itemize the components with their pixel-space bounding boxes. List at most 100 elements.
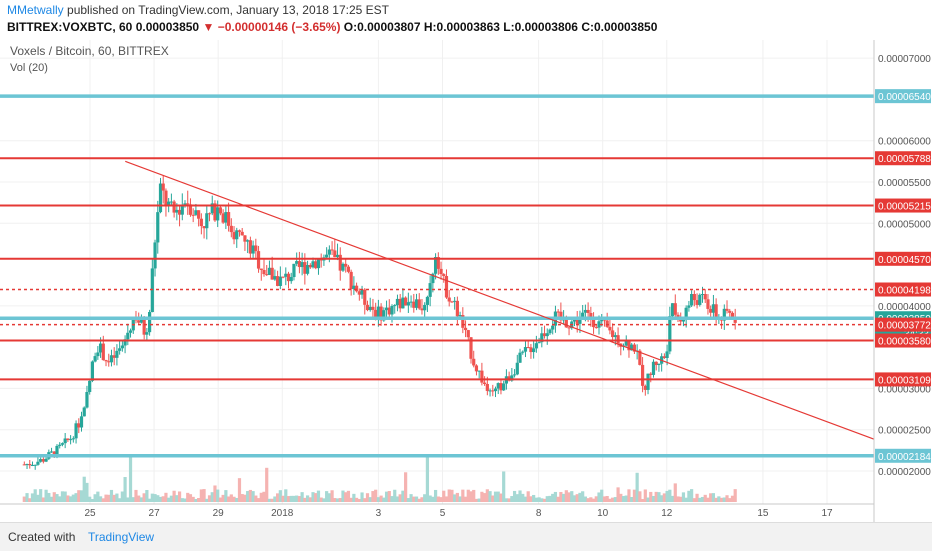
- volume-bar-183: [521, 493, 525, 502]
- volume-bar-78: [235, 497, 239, 502]
- candle-body-43: [139, 319, 144, 323]
- volume-bar-191: [542, 498, 547, 502]
- candle-body-149: [428, 283, 432, 297]
- candle-body-222: [627, 341, 631, 351]
- volume-bar-228: [643, 489, 647, 502]
- candle-body-182: [518, 352, 522, 363]
- volume-bar-88: [262, 491, 266, 502]
- x-tick-label-9: 15: [757, 508, 769, 519]
- candle-body-172: [491, 390, 495, 392]
- candle-body-67: [205, 213, 209, 229]
- volume-bar-85: [254, 495, 258, 502]
- trend-line[interactable]: [125, 160, 876, 441]
- candle-body-140: [404, 297, 408, 306]
- volume-bar-161: [461, 489, 465, 502]
- candle-body-156: [447, 297, 451, 302]
- candle-body-259: [728, 310, 732, 313]
- candle-body-56: [175, 209, 179, 213]
- volume-bar-15: [63, 491, 67, 502]
- volume-bar-150: [431, 496, 435, 502]
- volume-bar-120: [349, 497, 353, 502]
- candle-body-167: [477, 370, 481, 372]
- candle-body-28: [98, 343, 103, 353]
- volume-bar-174: [496, 491, 500, 502]
- volume-bar-12: [55, 494, 59, 502]
- candle-body-105: [308, 265, 312, 268]
- y-tick-label-7: 0.00002000: [878, 467, 931, 478]
- candle-body-49: [156, 212, 160, 243]
- volume-bar-181: [515, 494, 519, 502]
- candle-body-169: [483, 382, 487, 384]
- volume-bar-135: [390, 496, 394, 502]
- candle-body-117: [341, 263, 345, 271]
- volume-bar-248: [698, 497, 702, 502]
- volume-indicator-label: Vol (20): [10, 62, 48, 74]
- chart-header: MMetwally published on TradingView.com, …: [0, 0, 932, 40]
- candle-body-231: [651, 361, 656, 375]
- candle-body-205: [581, 312, 585, 319]
- candle-body-63: [194, 210, 198, 215]
- candle-body-159: [455, 300, 459, 317]
- volume-bar-157: [450, 489, 454, 502]
- candle-body-59: [183, 203, 187, 205]
- candle-body-162: [463, 327, 468, 331]
- candle-body-37: [123, 339, 127, 346]
- level-label-6: 0.00003772: [878, 321, 931, 332]
- chart-title: Voxels / Bitcoin, 60, BITTREX: [10, 44, 169, 58]
- candle-body-90: [267, 267, 272, 275]
- volume-bar-232: [654, 491, 658, 502]
- candle-body-46: [148, 312, 152, 333]
- level-label-bg-8: [875, 372, 931, 387]
- y-tick-label-2: 0.00005500: [878, 178, 931, 189]
- tradingview-brand[interactable]: TradingView: [88, 530, 155, 544]
- volume-bar-122: [355, 497, 359, 502]
- candle-body-42: [137, 320, 141, 323]
- volume-bar-2: [28, 498, 32, 502]
- symbol-name[interactable]: BITTREX:VOXBTC, 60: [7, 20, 133, 34]
- last-price: 0.00003850: [135, 20, 200, 34]
- level-label-bg-9: [875, 448, 931, 463]
- price-axis[interactable]: 0.00007000 0.00006000 0.00005500 0.00005000…: [878, 54, 931, 478]
- author-link[interactable]: MMetwally: [7, 3, 64, 17]
- volume-bar-238: [670, 495, 675, 502]
- candle-body-89: [265, 274, 269, 276]
- volume-bar-166: [474, 498, 479, 502]
- level-label-3: 0.00004570: [878, 255, 931, 266]
- volume-bar-4: [33, 489, 37, 502]
- candle-body-87: [259, 268, 263, 270]
- candle-body-106: [311, 261, 315, 268]
- volume-bar-225: [635, 472, 639, 502]
- volume-bar-229: [646, 497, 650, 502]
- price-chart[interactable]: 0.00007000 0.00006000 0.00005500 0.00005000…: [0, 40, 932, 522]
- candle-body-171: [488, 390, 492, 392]
- volume-bar-147: [423, 494, 427, 502]
- candle-body-11: [52, 451, 56, 456]
- volume-bar-117: [341, 490, 345, 502]
- volume-bar-243: [684, 497, 688, 502]
- candle-body-227: [640, 364, 645, 386]
- level-label-bg-2: [875, 198, 931, 213]
- candle-body-14: [60, 443, 65, 445]
- volume-bar-6: [39, 489, 43, 502]
- candle-body-122: [355, 285, 359, 292]
- volume-bar-167: [477, 498, 481, 502]
- volume-bar-217: [613, 497, 617, 502]
- volume-bar-137: [395, 496, 400, 502]
- volume-bar-46: [148, 498, 152, 502]
- volume-bar-255: [717, 496, 721, 502]
- time-axis[interactable]: 25 27 29 2018 3 5 8 10 12 15 17: [84, 508, 833, 519]
- volume-bar-256: [719, 497, 724, 502]
- volume-bar-227: [640, 498, 645, 502]
- candle-body-36: [120, 345, 124, 349]
- volume-bar-81: [243, 494, 247, 502]
- price-axis-background: [874, 40, 932, 522]
- volume-bar-198: [562, 493, 566, 502]
- candle-body-232: [654, 361, 658, 366]
- candle-body-151: [433, 257, 438, 274]
- volume-bar-216: [611, 497, 615, 502]
- volume-bars: [22, 456, 737, 502]
- candle-body-62: [191, 214, 195, 216]
- candle-body-72: [218, 207, 223, 214]
- volume-bar-52: [164, 492, 168, 502]
- volume-bar-212: [600, 489, 604, 502]
